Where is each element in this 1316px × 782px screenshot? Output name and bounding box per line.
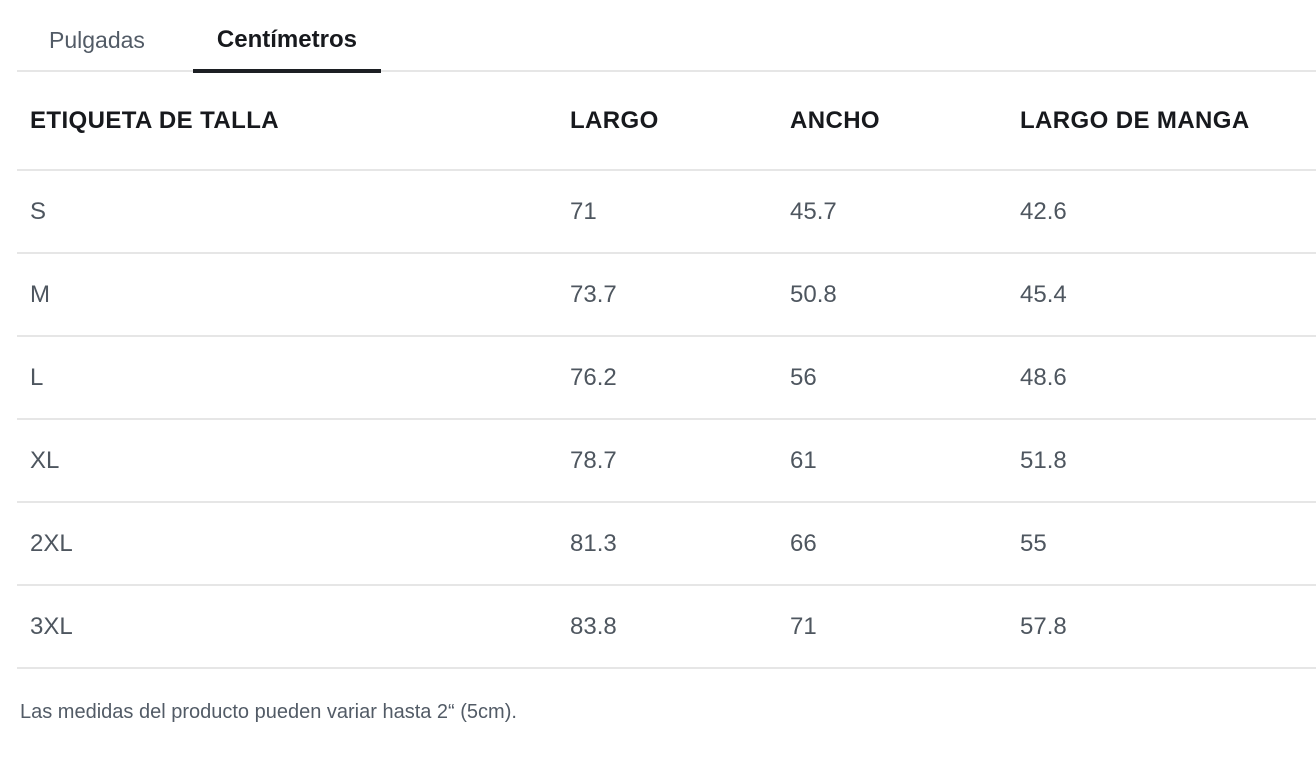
table-row: S 71 45.7 42.6 <box>17 170 1316 254</box>
ancho-cell: 56 <box>790 336 1020 420</box>
manga-cell: 42.6 <box>1020 170 1316 254</box>
table-header-row: ETIQUETA DE TALLA LARGO ANCHO LARGO DE M… <box>17 72 1316 171</box>
table-row: M 73.7 50.8 45.4 <box>17 253 1316 337</box>
tab-centimetros[interactable]: Centímetros <box>192 0 381 73</box>
largo-cell: 81.3 <box>570 502 790 586</box>
size-cell: M <box>17 253 570 337</box>
ancho-cell: 66 <box>790 502 1020 586</box>
table-row: 3XL 83.8 71 57.8 <box>17 585 1316 669</box>
largo-cell: 71 <box>570 170 790 254</box>
size-cell: 2XL <box>17 502 570 586</box>
manga-cell: 55 <box>1020 502 1316 586</box>
tab-pulgadas[interactable]: Pulgadas <box>49 27 145 53</box>
table-row: 2XL 81.3 66 55 <box>17 502 1316 586</box>
manga-cell: 45.4 <box>1020 253 1316 337</box>
manga-cell: 57.8 <box>1020 585 1316 669</box>
column-header-largo: LARGO <box>570 72 790 171</box>
size-chart-table: ETIQUETA DE TALLA LARGO ANCHO LARGO DE M… <box>17 72 1316 669</box>
size-cell: 3XL <box>17 585 570 669</box>
largo-cell: 83.8 <box>570 585 790 669</box>
size-cell: S <box>17 170 570 254</box>
units-tab-bar: Pulgadas Centímetros <box>17 0 1316 73</box>
tolerance-note: Las medidas del producto pueden variar h… <box>20 701 517 723</box>
column-header-size-label: ETIQUETA DE TALLA <box>17 72 570 171</box>
ancho-cell: 71 <box>790 585 1020 669</box>
ancho-cell: 45.7 <box>790 170 1020 254</box>
ancho-cell: 50.8 <box>790 253 1020 337</box>
table-row: XL 78.7 61 51.8 <box>17 419 1316 503</box>
ancho-cell: 61 <box>790 419 1020 503</box>
table-row: L 76.2 56 48.6 <box>17 336 1316 420</box>
manga-cell: 48.6 <box>1020 336 1316 420</box>
size-cell: XL <box>17 419 570 503</box>
largo-cell: 78.7 <box>570 419 790 503</box>
size-cell: L <box>17 336 570 420</box>
column-header-ancho: ANCHO <box>790 72 1020 171</box>
largo-cell: 76.2 <box>570 336 790 420</box>
largo-cell: 73.7 <box>570 253 790 337</box>
column-header-largo-de-manga: LARGO DE MANGA <box>1020 72 1316 171</box>
manga-cell: 51.8 <box>1020 419 1316 503</box>
size-guide-panel: Pulgadas Centímetros ETIQUETA DE TALLA L… <box>17 0 1316 723</box>
